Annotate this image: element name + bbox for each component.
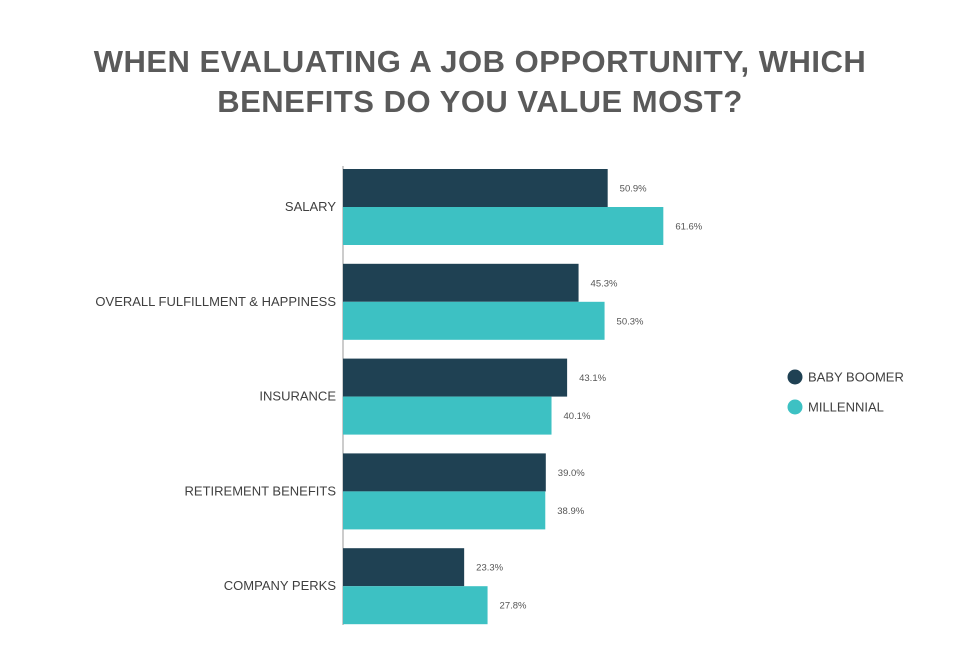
bar-baby-boomer-overall-fulfillment-happiness <box>343 263 579 302</box>
bar-baby-boomer-insurance <box>343 358 568 397</box>
value-labels-group: 50.9% 61.6% 45.3% 50.3% 43.1% 40.1% 39.0% 38.9%… <box>476 184 703 612</box>
bar-millennial-retirement-benefits <box>343 491 546 530</box>
value-label-millennial-company-perks: 27.8% <box>500 601 527 612</box>
legend: BABY BOOMER MILLENNIAL <box>787 369 904 415</box>
bar-baby-boomer-retirement-benefits <box>343 453 546 492</box>
category-labels-group: SALARY OVERALL FULFILLMENT & HAPPINESS INS… <box>95 199 336 593</box>
category-label-salary: SALARY <box>285 199 336 214</box>
value-label-baby-boomer-company-perks: 23.3% <box>476 563 503 574</box>
legend-label-baby-boomer: BABY BOOMER <box>808 370 904 385</box>
value-label-baby-boomer-overall-fulfillment-happiness: 45.3% <box>591 278 618 289</box>
category-label-company-perks: COMPANY PERKS <box>224 578 337 593</box>
category-label-insurance: INSURANCE <box>259 389 336 404</box>
bar-baby-boomer-company-perks <box>343 548 465 587</box>
value-label-millennial-salary: 61.6% <box>675 222 702 233</box>
value-label-baby-boomer-retirement-benefits: 39.0% <box>558 468 585 479</box>
bar-millennial-company-perks <box>343 586 488 625</box>
category-label-retirement-benefits: RETIREMENT BENEFITS <box>185 483 337 498</box>
bar-baby-boomer-salary <box>343 169 608 207</box>
value-label-baby-boomer-insurance: 43.1% <box>579 373 606 384</box>
chart-title-line-1: WHEN EVALUATING A JOB OPPORTUNITY, WHICH <box>93 44 867 79</box>
bar-millennial-overall-fulfillment-happiness <box>343 301 605 340</box>
bars-group <box>343 169 664 625</box>
value-label-millennial-overall-fulfillment-happiness: 50.3% <box>617 316 644 327</box>
legend-label-millennial: MILLENNIAL <box>808 400 884 415</box>
chart-title: WHEN EVALUATING A JOB OPPORTUNITY, WHICH… <box>0 42 960 122</box>
bar-millennial-salary <box>343 207 664 245</box>
category-label-overall-fulfillment-happiness: OVERALL FULFILLMENT & HAPPINESS <box>95 294 336 309</box>
bar-millennial-insurance <box>343 396 552 435</box>
value-label-millennial-retirement-benefits: 38.9% <box>557 506 584 517</box>
chart-title-line-2: BENEFITS DO YOU VALUE MOST? <box>217 84 743 119</box>
value-label-baby-boomer-salary: 50.9% <box>620 184 647 195</box>
legend-swatch-millennial <box>787 399 803 415</box>
value-label-millennial-insurance: 40.1% <box>564 411 591 422</box>
legend-swatch-baby-boomer <box>787 369 803 385</box>
